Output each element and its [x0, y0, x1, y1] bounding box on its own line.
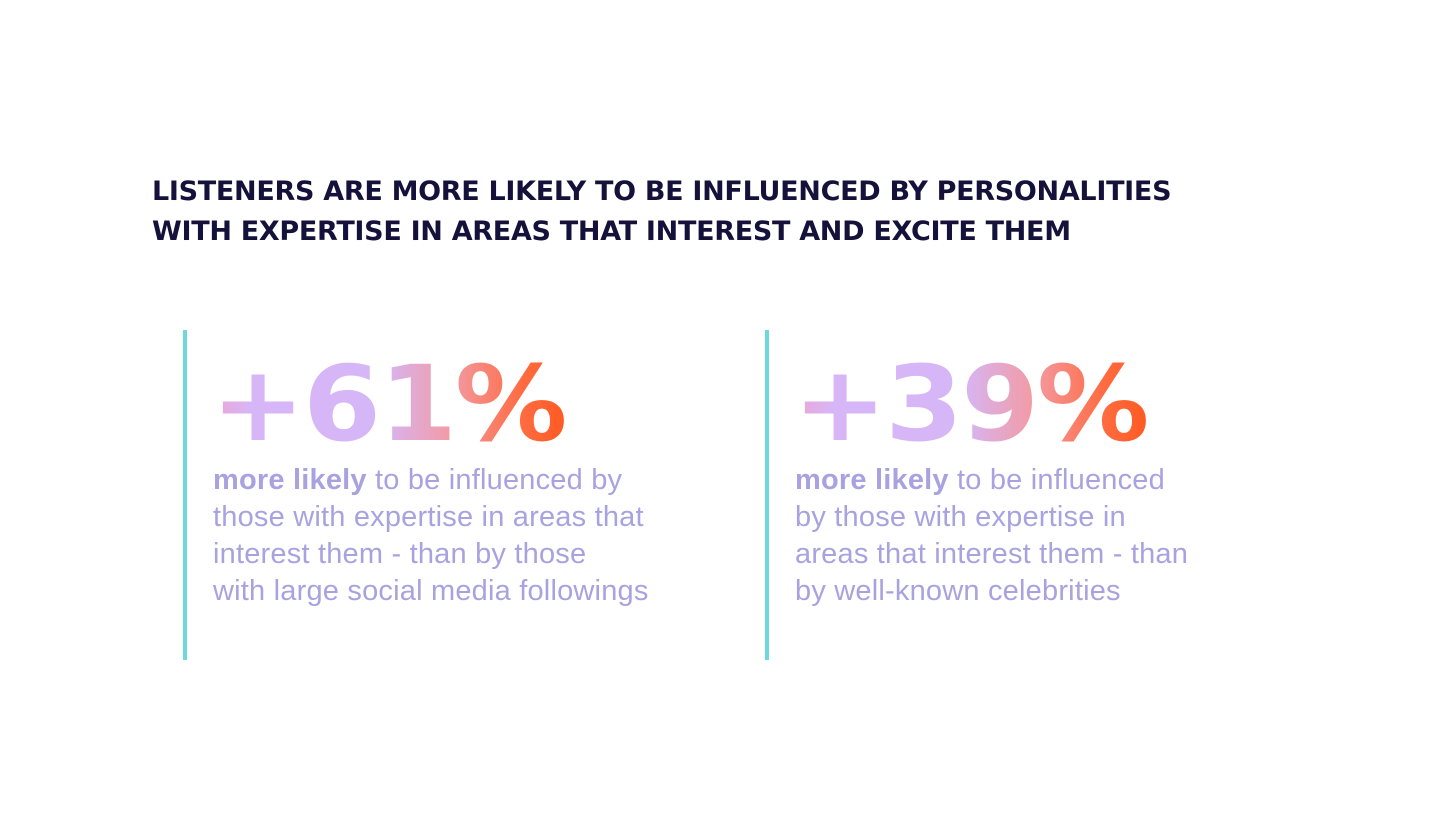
- stat-description-lead: more likely: [213, 464, 367, 496]
- stat-description-lead: more likely: [795, 464, 949, 496]
- stat-description-line: by those with expertise in: [795, 501, 1126, 533]
- stat-description-line: interest them - than by those: [213, 538, 587, 570]
- stat-accent-bar: [765, 330, 769, 660]
- headline-line-1: LISTENERS ARE MORE LIKELY TO BE INFLUENC…: [152, 176, 1172, 207]
- headline-line-2: WITH EXPERTISE IN AREAS THAT INTEREST AN…: [152, 216, 1071, 247]
- stat-description-line: with large social media followings: [213, 575, 649, 607]
- stat-value: +39%: [793, 343, 1149, 465]
- stat-description-line: areas that interest them - than: [795, 538, 1189, 570]
- stat-block-expertise-vs-celebrities: +39% more likely to be influenced by tho…: [765, 330, 1305, 660]
- stat-description-line: those with expertise in areas that: [213, 501, 644, 533]
- stat-accent-bar: [183, 330, 187, 660]
- stat-description-line: more likely to be influenced: [795, 462, 1295, 499]
- stat-description: more likely to be influenced by those wi…: [213, 462, 713, 610]
- stat-value: +61%: [211, 343, 567, 465]
- stat-description-text: to be influenced: [948, 464, 1165, 496]
- stat-description-line: by well-known celebrities: [795, 575, 1121, 607]
- stat-description-text: to be influenced by: [366, 464, 623, 496]
- stat-description-line: more likely to be influenced by: [213, 462, 713, 499]
- headline: LISTENERS ARE MORE LIKELY TO BE INFLUENC…: [152, 172, 1332, 252]
- stat-block-expertise-vs-social-followings: +61% more likely to be influenced by tho…: [183, 330, 723, 660]
- stat-description: more likely to be influenced by those wi…: [795, 462, 1295, 610]
